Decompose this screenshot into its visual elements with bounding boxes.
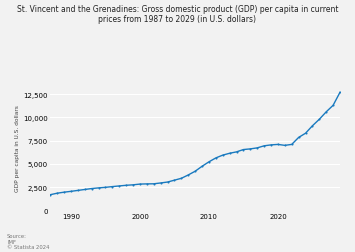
Y-axis label: GDP per capita in U.S. dollars: GDP per capita in U.S. dollars [15, 105, 20, 191]
Text: Source:
IMF
© Statista 2024: Source: IMF © Statista 2024 [7, 233, 50, 249]
Text: St. Vincent and the Grenadines: Gross domestic product (GDP) per capita in curre: St. Vincent and the Grenadines: Gross do… [17, 5, 338, 24]
